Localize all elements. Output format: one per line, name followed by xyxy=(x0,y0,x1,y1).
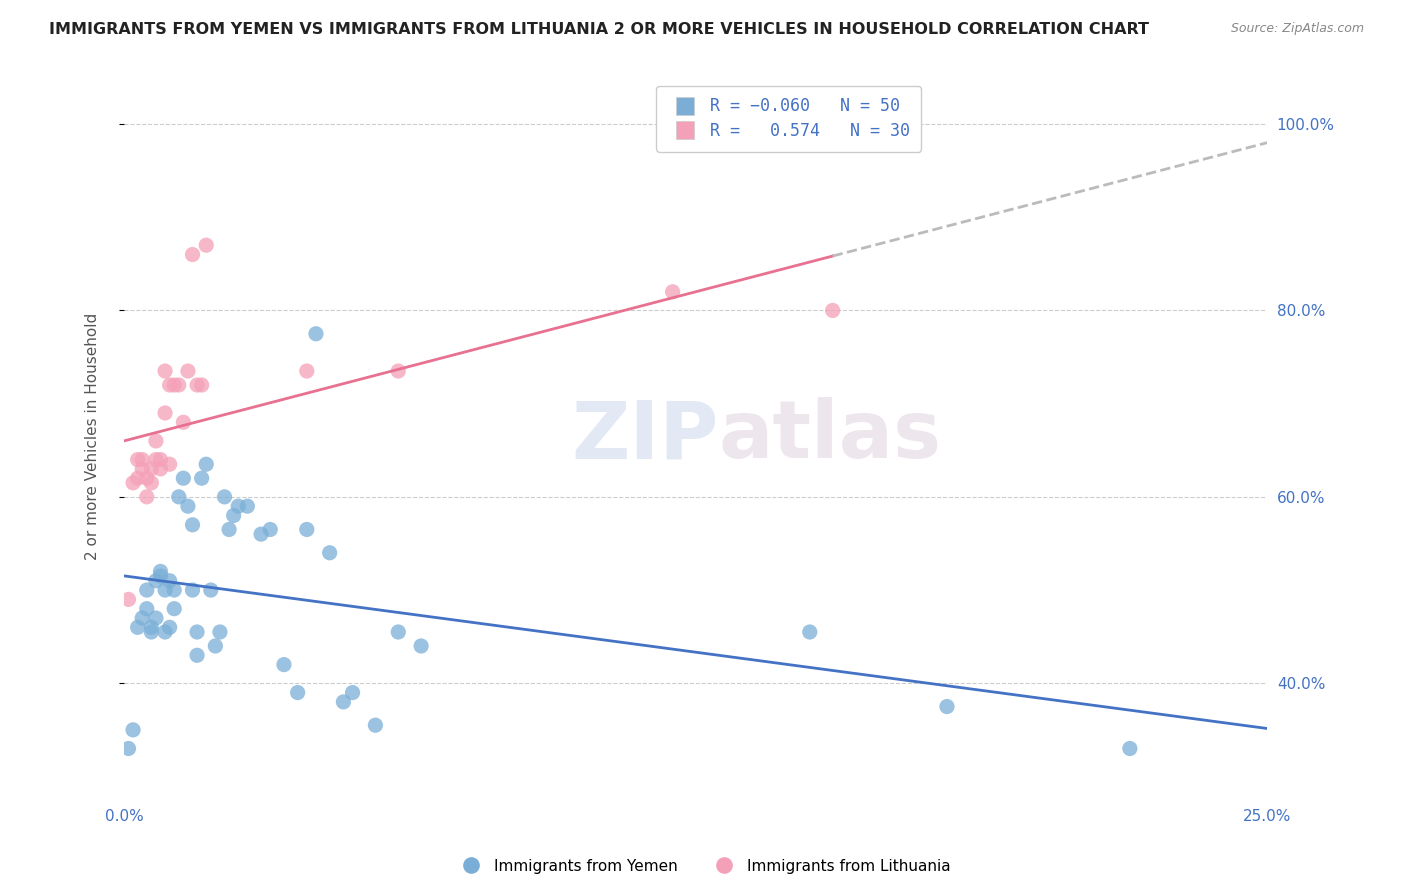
Point xyxy=(141,462,163,476)
Point xyxy=(117,741,139,756)
Point xyxy=(222,508,245,523)
Point xyxy=(332,695,354,709)
Text: IMMIGRANTS FROM YEMEN VS IMMIGRANTS FROM LITHUANIA 2 OR MORE VEHICLES IN HOUSEHO: IMMIGRANTS FROM YEMEN VS IMMIGRANTS FROM… xyxy=(49,22,1149,37)
Point xyxy=(149,452,172,467)
Point xyxy=(218,523,240,537)
Point xyxy=(131,611,153,625)
Text: 0.0%: 0.0% xyxy=(104,809,143,824)
Point xyxy=(145,574,167,588)
Point xyxy=(149,462,172,476)
Point xyxy=(287,685,309,699)
Point xyxy=(799,625,821,640)
Point xyxy=(186,625,208,640)
Point xyxy=(387,625,409,640)
Point xyxy=(195,457,218,471)
Point xyxy=(163,378,186,392)
Point xyxy=(127,471,149,485)
Point xyxy=(208,625,231,640)
Point xyxy=(177,499,200,513)
Point xyxy=(214,490,236,504)
Point xyxy=(153,364,176,378)
Text: 25.0%: 25.0% xyxy=(1243,809,1291,824)
Text: Source: ZipAtlas.com: Source: ZipAtlas.com xyxy=(1230,22,1364,36)
Point xyxy=(167,490,190,504)
Point xyxy=(295,364,318,378)
Point xyxy=(190,378,212,392)
Point xyxy=(273,657,295,672)
Point xyxy=(259,523,281,537)
Point xyxy=(122,475,145,490)
Point xyxy=(167,378,190,392)
Point xyxy=(159,574,181,588)
Text: atlas: atlas xyxy=(718,397,942,475)
Point xyxy=(190,471,212,485)
Point xyxy=(1119,741,1142,756)
Point xyxy=(226,499,249,513)
Point xyxy=(387,364,409,378)
Point xyxy=(153,406,176,420)
Point xyxy=(122,723,145,737)
Point xyxy=(172,471,194,485)
Point xyxy=(305,326,328,341)
Point xyxy=(661,285,683,299)
Point xyxy=(159,620,181,634)
Point xyxy=(177,364,200,378)
Point xyxy=(127,452,149,467)
Point xyxy=(141,475,163,490)
Point xyxy=(172,415,194,429)
Point xyxy=(145,611,167,625)
Point xyxy=(145,434,167,448)
Point xyxy=(364,718,387,732)
Point xyxy=(141,625,163,640)
Point xyxy=(318,546,340,560)
Point xyxy=(117,592,139,607)
Point xyxy=(135,471,157,485)
Point xyxy=(153,582,176,597)
Point xyxy=(821,303,844,318)
Text: ZIP: ZIP xyxy=(571,397,718,475)
Point xyxy=(195,238,218,252)
Point xyxy=(181,517,204,532)
Point xyxy=(135,601,157,615)
Point xyxy=(200,582,222,597)
Point xyxy=(163,582,186,597)
Point xyxy=(131,452,153,467)
Legend: Immigrants from Yemen, Immigrants from Lithuania: Immigrants from Yemen, Immigrants from L… xyxy=(450,853,956,880)
Point xyxy=(342,685,364,699)
Point xyxy=(149,565,172,579)
Point xyxy=(295,523,318,537)
Point xyxy=(159,378,181,392)
Point xyxy=(236,499,259,513)
Point xyxy=(153,625,176,640)
Point xyxy=(135,582,157,597)
Point xyxy=(131,462,153,476)
Point xyxy=(127,620,149,634)
Point xyxy=(141,620,163,634)
Point xyxy=(204,639,226,653)
Point xyxy=(936,699,959,714)
Point xyxy=(411,639,433,653)
Point xyxy=(135,490,157,504)
Point xyxy=(163,601,186,615)
Point xyxy=(186,378,208,392)
Point xyxy=(159,457,181,471)
Point xyxy=(250,527,273,541)
Point xyxy=(181,247,204,261)
Point xyxy=(149,569,172,583)
Point xyxy=(186,648,208,663)
Y-axis label: 2 or more Vehicles in Household: 2 or more Vehicles in Household xyxy=(86,312,100,560)
Point xyxy=(145,452,167,467)
Legend: R = −0.060   N = 50, R =   0.574   N = 30: R = −0.060 N = 50, R = 0.574 N = 30 xyxy=(657,86,921,152)
Point xyxy=(181,582,204,597)
